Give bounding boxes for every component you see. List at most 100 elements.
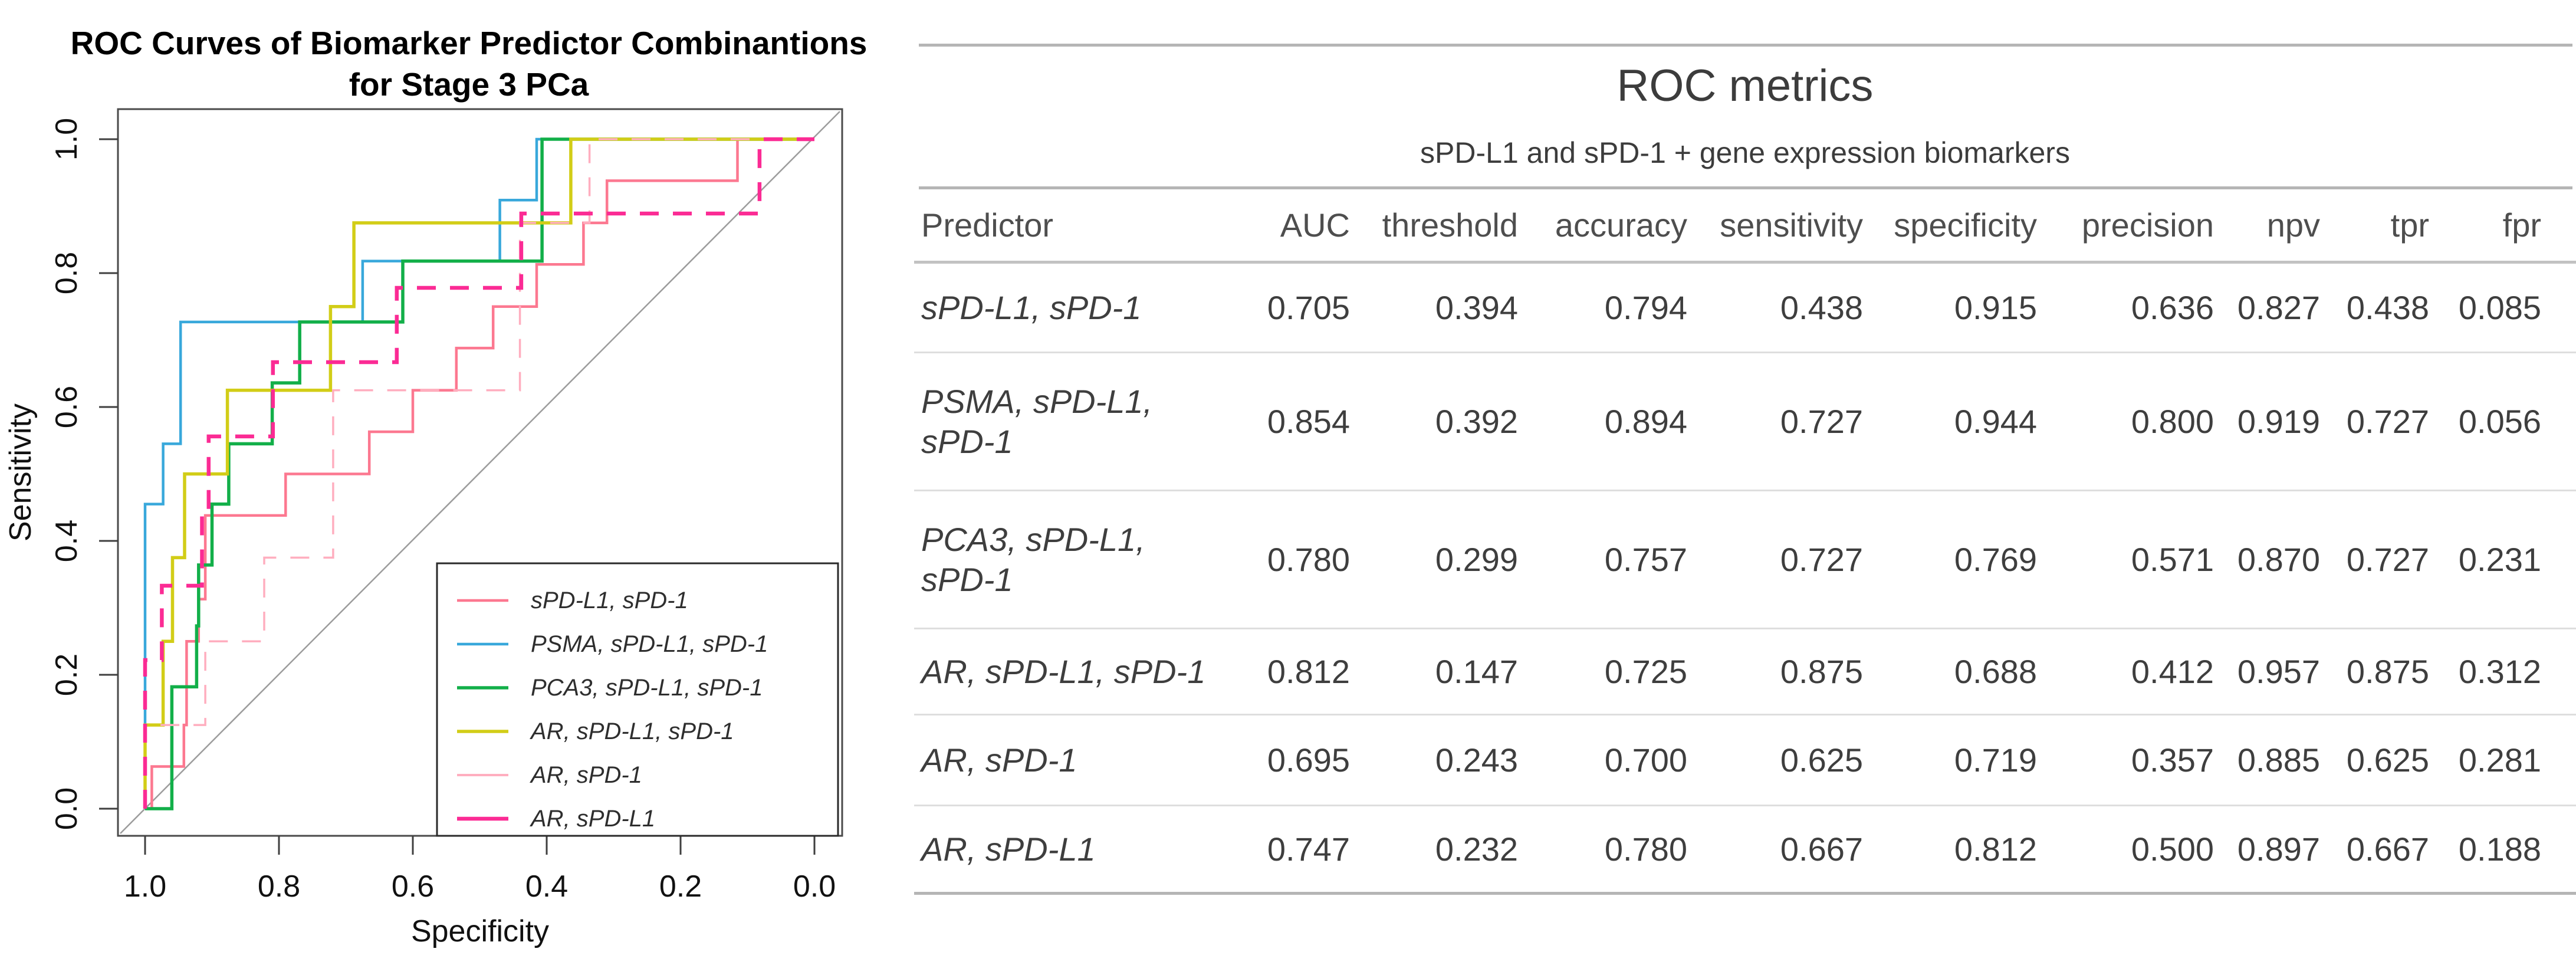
metric-cell: 0.571 [2131, 541, 2214, 578]
roc-plot: ROC Curves of Biomarker Predictor Combin… [4, 25, 868, 948]
legend-label: AR, sPD-1 [530, 762, 642, 788]
metric-cell: 0.897 [2237, 831, 2320, 868]
metric-cell: 0.827 [2237, 289, 2320, 326]
column-header: fpr [2502, 206, 2541, 244]
metric-cell: 0.695 [1267, 741, 1350, 779]
x-tick-label: 0.0 [793, 869, 836, 904]
roc-curve [143, 137, 814, 809]
metric-cell: 0.705 [1267, 289, 1350, 326]
metric-cell: 0.232 [1435, 831, 1518, 868]
metric-cell: 0.870 [2237, 541, 2320, 578]
predictor-cell: AR, sPD-1 [921, 741, 1077, 779]
y-axis-title: Sensitivity [4, 403, 38, 541]
roc-curve [143, 137, 814, 809]
roc-metrics-panel: ROC metrics sPD-L1 and sPD-1 + gene expr… [914, 0, 2576, 965]
metric-cell: 0.894 [1604, 403, 1687, 440]
metric-cell: 0.636 [2131, 289, 2214, 326]
metric-cell: 0.794 [1604, 289, 1687, 326]
predictor-cell: PCA3, sPD-L1, sPD-1 [921, 521, 1145, 598]
diagonal-reference-line [120, 111, 840, 834]
metric-cell: 0.812 [1267, 653, 1350, 690]
legend-box [436, 562, 839, 837]
metric-cell: 0.769 [1954, 541, 2037, 578]
column-header: specificity [1894, 206, 2037, 244]
metric-cell: 0.812 [1954, 831, 2037, 868]
plot-title-line1: ROC Curves of Biomarker Predictor Combin… [71, 25, 868, 61]
predictor-cell: sPD-L1, sPD-1 [921, 288, 1142, 326]
metric-cell: 0.688 [1954, 653, 2037, 690]
metric-cell: 0.727 [1780, 403, 1863, 440]
table-row: AR, sPD-L1, sPD-1 0.812 0.147 0.725 0.875 0.6… [914, 629, 2576, 715]
column-header: AUC [1280, 206, 1350, 244]
x-tick-label: 0.6 [392, 869, 434, 904]
column-header: sensitivity [1720, 206, 1863, 244]
x-tick-label: 0.8 [258, 869, 300, 904]
y-tick-label: 1.0 [50, 118, 84, 160]
metric-cell: 0.915 [1954, 289, 2037, 326]
metric-cell: 0.875 [2346, 653, 2429, 690]
metric-cell: 0.885 [2237, 741, 2320, 779]
metric-cell: 0.357 [2131, 741, 2214, 779]
metric-cell: 0.438 [1780, 289, 1863, 326]
metric-cell: 0.412 [2131, 653, 2214, 690]
column-header: tpr [2390, 206, 2429, 244]
y-tick-label: 0.6 [50, 386, 84, 428]
predictor-cell: AR, sPD-L1 [921, 830, 1096, 868]
table-header-row: Predictor AUC threshold accuracy sensitivity… [914, 189, 2576, 264]
table-row: PSMA, sPD-L1, sPD-1 0.854 0.392 0.894 0.727 0… [914, 353, 2576, 491]
table-row: PCA3, sPD-L1, sPD-1 0.780 0.299 0.757 0.727 0… [914, 491, 2576, 629]
metric-cell: 0.780 [1604, 831, 1687, 868]
metric-cell: 0.392 [1435, 403, 1518, 440]
metric-cell: 0.299 [1435, 541, 1518, 578]
roc-curves [143, 137, 814, 810]
legend-label: sPD-L1, sPD-1 [531, 587, 688, 613]
metric-cell: 0.747 [1267, 831, 1350, 868]
metric-cell: 0.243 [1435, 741, 1518, 779]
column-header: npv [2266, 206, 2320, 244]
predictor-cell: PSMA, sPD-L1, sPD-1 [921, 383, 1153, 460]
metric-cell: 0.438 [2346, 289, 2429, 326]
metric-cell: 0.719 [1954, 741, 2037, 779]
x-axis-ticks: 1.0 0.8 0.6 0.4 0.2 0.0 [124, 836, 836, 904]
metric-cell: 0.625 [2346, 741, 2429, 779]
metric-cell: 0.085 [2458, 289, 2541, 326]
y-tick-label: 0.0 [50, 787, 84, 830]
predictor-cell: AR, sPD-L1, sPD-1 [921, 652, 1206, 690]
table-subtitle: sPD-L1 and sPD-1 + gene expression bioma… [1420, 136, 2070, 169]
metric-cell: 0.625 [1780, 741, 1863, 779]
table-title: ROC metrics [1616, 61, 1874, 111]
y-tick-label: 0.4 [50, 520, 84, 562]
metric-cell: 0.394 [1435, 289, 1518, 326]
table-row: AR, sPD-1 0.695 0.243 0.700 0.625 0.719 0.357 0… [914, 715, 2576, 806]
x-tick-label: 0.2 [659, 869, 702, 904]
metric-cell: 0.757 [1604, 541, 1687, 578]
legend-label: PSMA, sPD-L1, sPD-1 [531, 631, 768, 657]
metric-cell: 0.312 [2458, 653, 2541, 690]
metric-cell: 0.056 [2458, 403, 2541, 440]
plot-legend: sPD-L1, sPD-1 PSMA, sPD-L1, sPD-1 PCA3, sP… [436, 562, 839, 837]
metric-cell: 0.919 [2237, 403, 2320, 440]
metric-cell: 0.281 [2458, 741, 2541, 779]
metric-cell: 0.727 [1780, 541, 1863, 578]
metric-cell: 0.800 [2131, 403, 2214, 440]
metric-cell: 0.147 [1435, 653, 1518, 690]
y-tick-label: 0.8 [50, 252, 84, 294]
legend-label: PCA3, sPD-L1, sPD-1 [531, 675, 763, 701]
metric-cell: 0.727 [2346, 541, 2429, 578]
plot-title-line2: for Stage 3 PCa [349, 66, 589, 103]
x-axis-title: Specificity [411, 914, 549, 948]
table-subtitle-rule [919, 186, 2572, 189]
metric-cell: 0.500 [2131, 831, 2214, 868]
y-axis-ticks: 0.0 0.2 0.4 0.6 0.8 1.0 [50, 118, 118, 830]
metric-cell: 0.667 [1780, 831, 1863, 868]
metric-cell: 0.957 [2237, 653, 2320, 690]
table-top-rule [919, 44, 2572, 47]
metric-cell: 0.700 [1604, 741, 1687, 779]
metric-cell: 0.725 [1604, 653, 1687, 690]
column-header: threshold [1382, 206, 1518, 244]
metrics-table: Predictor AUC threshold accuracy sensitivity… [914, 189, 2576, 895]
y-tick-label: 0.2 [50, 654, 84, 696]
metric-cell: 0.231 [2458, 541, 2541, 578]
metric-cell: 0.780 [1267, 541, 1350, 578]
